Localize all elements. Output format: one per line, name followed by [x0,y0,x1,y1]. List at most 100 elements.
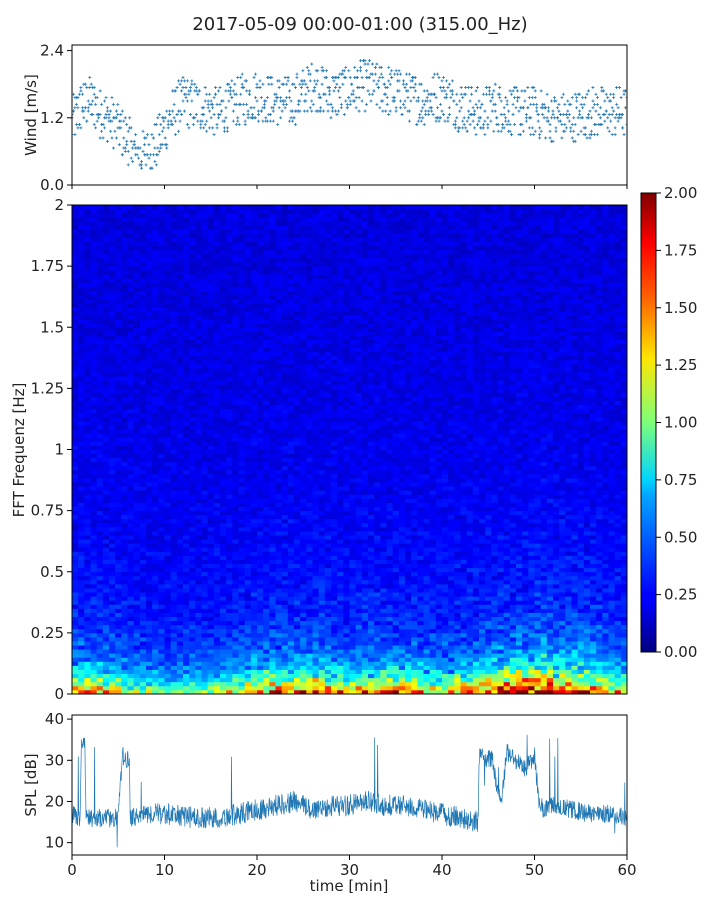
spectrogram-cell [152,604,159,609]
spectrogram-cell [244,286,252,291]
spectrogram-cell [244,229,252,234]
spectrogram-cell [90,323,98,328]
spectrogram-cell [139,225,147,230]
spectrogram-cell [232,673,239,679]
spectrogram-cell [146,685,153,691]
spectrogram-cell [232,278,239,283]
spectrogram-cell [139,298,147,304]
spectrogram-cell [232,543,239,548]
spectrogram-cell [244,596,252,601]
spectrogram-cell [121,245,128,251]
spectrogram-cell [133,335,141,340]
spectrogram-cell [201,245,209,251]
wind-point [178,82,182,86]
spectrogram-cell [96,555,104,560]
spectrogram-cell [90,482,98,487]
wind-point [481,126,485,130]
spectrogram-cell [164,298,172,304]
spectrogram-cell [257,645,264,650]
spectrogram-cell [269,649,276,654]
spectrogram-cell [121,649,128,654]
wind-point [141,129,145,133]
wind-point [165,109,169,113]
spectrogram-cell [115,551,122,556]
spectrogram-cell [152,249,159,255]
spectrogram-cell [164,372,172,377]
wind-y-tick-label: 1.2 [40,109,64,127]
spectrogram-cell [257,518,264,524]
spectrogram-cell [226,355,233,361]
spectrogram-cell [263,233,270,238]
spectrogram-cell [146,302,153,308]
spectrogram-cell [244,392,252,397]
spectrogram-cell [78,245,85,251]
spectrogram-cell [84,331,91,336]
spectrogram-cell [158,518,165,524]
spectrogram-cell [263,282,270,287]
spectrogram-cell [257,588,264,593]
spectrogram-cell [115,420,122,426]
spectrogram-cell [121,502,128,507]
spectrogram-cell [263,596,270,601]
spectrogram-cell [115,253,122,259]
spectrogram-cell [176,636,184,642]
wind-point [458,126,462,130]
spectrogram-cell [238,388,246,393]
spectrogram-cell [139,253,147,259]
spectrogram-cell [152,400,159,406]
spectrogram-cell [146,465,153,471]
spectrogram-cell [139,294,147,300]
spectrogram-cell [127,482,135,487]
spectrogram-cell [195,323,202,328]
spectrogram-cell [133,270,141,275]
spectrogram-cell [176,502,184,507]
spectrogram-cell [195,588,202,593]
spectrogram-cell [176,249,184,255]
spectrogram-cell [220,510,227,516]
spectrogram-cell [176,323,184,328]
spectrogram-cell [220,359,227,365]
spectrogram-cell [238,372,246,377]
wind-point [328,92,332,96]
spectrogram-cell [170,449,178,454]
wind-point [564,112,568,116]
spectrogram-cell [133,616,141,622]
wind-point [433,92,437,96]
spectrogram-cell [121,286,128,291]
spectrogram-cell [78,384,85,389]
spectrogram-cell [96,494,104,499]
spectrogram-cell [115,376,122,381]
spectrogram-cell [102,685,110,691]
spectrogram-cell [115,335,122,340]
spectrogram-cell [164,412,172,418]
spectrogram-cell [189,604,196,609]
spectrogram-cell [90,514,98,520]
spectrogram-cell [170,657,178,662]
spectrogram-cell [226,636,233,642]
spectrogram-cell [257,233,264,238]
spectrogram-cell [170,339,178,344]
spectrogram-cell [158,636,165,642]
spectrogram-cell [158,575,165,581]
spectrogram-cell [133,449,141,454]
wind-point [595,96,599,100]
spectrogram-cell [115,306,122,312]
spectrogram-cell [220,632,227,638]
spectrogram-cell [102,604,110,609]
wind-point [342,112,346,116]
spectrogram-cell [232,461,239,467]
spectrogram-cell [78,310,85,316]
spectrogram-cell [195,310,202,316]
spectrogram-cell [121,677,128,683]
wind-point [409,86,413,90]
spectrogram-cell [201,531,209,536]
spectrogram-cell [213,347,221,353]
spectrogram-cell [201,469,209,475]
spectrogram-cell [232,253,239,259]
wind-point [144,163,148,167]
wind-point [298,109,302,113]
spectrogram-cell [244,380,252,385]
spectrogram-cell [146,408,153,414]
spectrogram-cell [78,494,85,499]
wind-point [79,89,83,93]
